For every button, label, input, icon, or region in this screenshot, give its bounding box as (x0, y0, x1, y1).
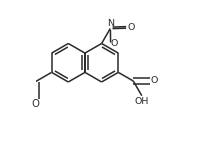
Text: O: O (151, 76, 158, 85)
Text: O: O (127, 23, 135, 32)
Text: OH: OH (135, 97, 149, 106)
Text: O: O (111, 39, 118, 48)
Text: N: N (107, 19, 114, 28)
Text: O: O (32, 99, 40, 109)
